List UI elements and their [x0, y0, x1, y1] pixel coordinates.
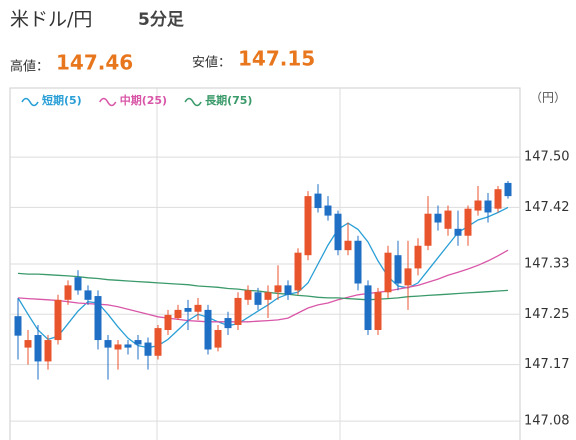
pair-title: 米ドル/円 — [10, 9, 92, 31]
candle-body — [384, 252, 392, 293]
high-label: 高値： — [10, 59, 49, 75]
candle-body — [184, 308, 192, 312]
candle-body — [444, 210, 452, 229]
candles — [14, 181, 512, 380]
candle-body — [114, 344, 122, 350]
ma-line — [17, 249, 509, 323]
y-tick-label: 147.17 — [524, 357, 570, 372]
candle-body — [424, 213, 432, 246]
candle-body — [44, 340, 52, 362]
candle-body — [284, 285, 292, 295]
ma-line — [17, 272, 509, 301]
y-tick-label: 147.42 — [524, 200, 570, 215]
candle-body — [144, 342, 152, 356]
candle-body — [54, 299, 62, 341]
candle-body — [334, 213, 342, 251]
y-tick-label: 147.50 — [524, 150, 570, 165]
candle-body — [474, 200, 482, 211]
candle-body — [94, 296, 102, 341]
candle-body — [414, 245, 422, 269]
candle-body — [404, 268, 412, 286]
candle-body — [494, 189, 502, 209]
candle-body — [224, 318, 232, 329]
candle-body — [454, 228, 462, 236]
candle-body — [464, 208, 472, 236]
candle-body — [484, 200, 492, 213]
candle-body — [274, 285, 282, 293]
candle-body — [344, 240, 352, 251]
candle-body — [294, 252, 302, 291]
candle-body — [64, 285, 72, 300]
candle-body — [214, 330, 222, 348]
low-value: 147.15 — [238, 47, 315, 71]
candle-body — [204, 309, 212, 350]
candle-body — [104, 340, 112, 348]
y-tick-label: 147.08 — [524, 414, 570, 429]
candle-body — [134, 340, 142, 345]
candle-body — [374, 292, 382, 330]
moving-averages — [17, 206, 509, 349]
candle-body — [314, 193, 322, 209]
legend-label: 中期(25) — [120, 93, 167, 107]
candle-body — [164, 314, 172, 330]
candle-body — [254, 292, 262, 305]
y-tick-label: 147.25 — [524, 307, 570, 322]
timeframe: 5分足 — [138, 10, 184, 30]
candle-body — [234, 297, 242, 325]
candle-body — [14, 316, 22, 336]
candle-body — [434, 213, 442, 223]
unit-label: （円） — [530, 91, 566, 105]
candle-body — [394, 255, 402, 284]
legend: 短期(5) 中期(25) 長期(75) — [21, 93, 252, 107]
low-label: 安値： — [192, 55, 231, 71]
candle-body — [124, 344, 132, 348]
legend-label: 長期(75) — [205, 93, 252, 107]
candle-body — [154, 328, 162, 356]
candle-body — [324, 205, 332, 216]
legend-icon — [99, 97, 117, 107]
candle-body — [84, 290, 92, 300]
legend-label: 短期(5) — [42, 93, 82, 107]
candle-body — [34, 335, 42, 362]
candle-body — [504, 182, 512, 197]
candle-body — [24, 340, 32, 348]
candle-body — [244, 290, 252, 300]
candle-body — [74, 277, 82, 291]
legend-icon — [21, 97, 39, 107]
candle-body — [174, 309, 182, 319]
plot-frame — [9, 87, 521, 440]
candle-body — [194, 304, 202, 312]
candle-body — [354, 240, 362, 284]
legend-icon — [184, 97, 202, 107]
high-value: 147.46 — [56, 51, 133, 75]
y-tick-label: 147.33 — [524, 257, 570, 272]
candle-body — [264, 292, 272, 300]
candle-body — [364, 285, 372, 330]
candle-body — [304, 196, 312, 256]
